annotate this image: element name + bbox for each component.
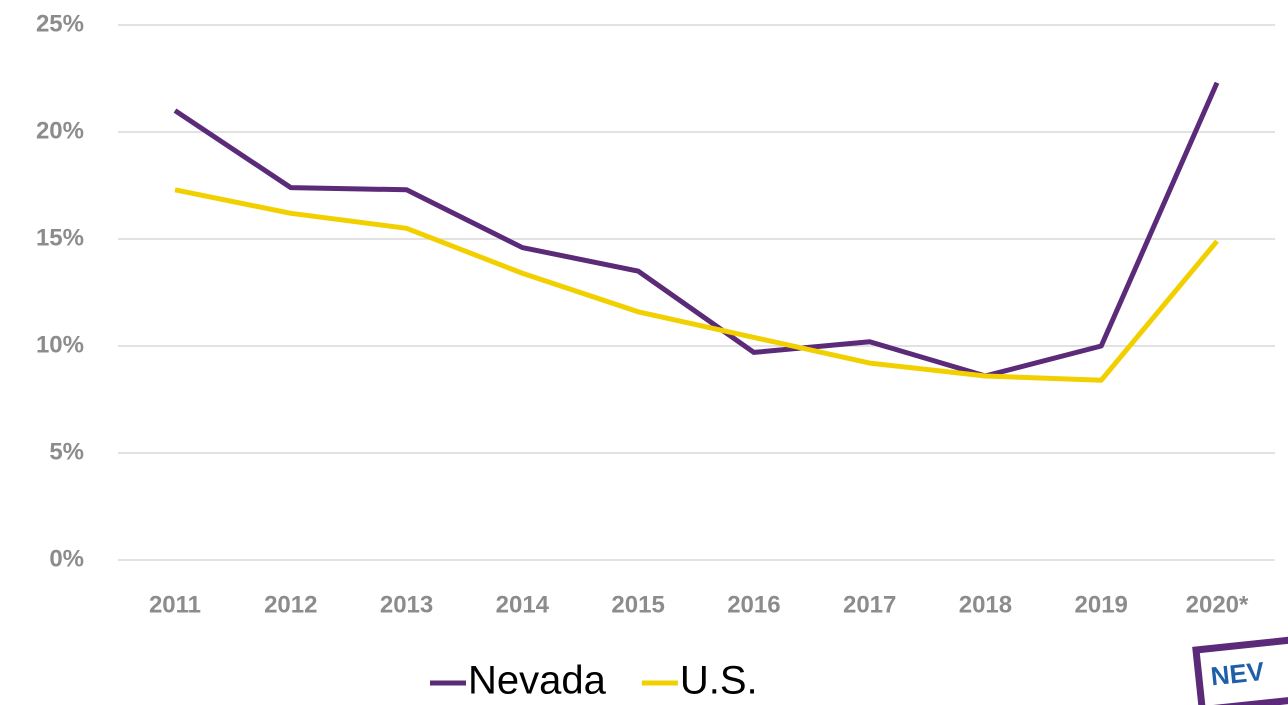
y-tick-label: 15%: [36, 224, 84, 251]
y-tick-label: 25%: [36, 10, 84, 37]
logo-frame: [1192, 634, 1288, 705]
x-tick-label: 2018: [959, 591, 1012, 618]
y-tick-label: 10%: [36, 331, 84, 358]
logo-text: NEV: [1209, 656, 1266, 691]
y-tick-label: 0%: [49, 545, 84, 572]
x-tick-label: 2014: [496, 591, 550, 618]
legend-label: Nevada: [468, 659, 607, 703]
x-tick-label: 2016: [727, 591, 780, 618]
logo: NEV: [1192, 634, 1288, 705]
legend-label: U.S.: [680, 659, 758, 703]
x-tick-label: 2013: [380, 591, 433, 618]
x-tick-label: 2011: [149, 591, 201, 618]
series-line: [174, 187, 1219, 383]
y-tick-label: 5%: [49, 438, 84, 465]
x-tick-label: 2017: [843, 591, 896, 618]
x-tick-label: 2020*: [1186, 591, 1249, 618]
x-tick-label: 2012: [264, 591, 317, 618]
x-tick-label: 2015: [611, 591, 664, 618]
y-tick-label: 20%: [36, 117, 84, 144]
series-line: [173, 81, 1220, 379]
x-tick-label: 2019: [1075, 591, 1128, 618]
